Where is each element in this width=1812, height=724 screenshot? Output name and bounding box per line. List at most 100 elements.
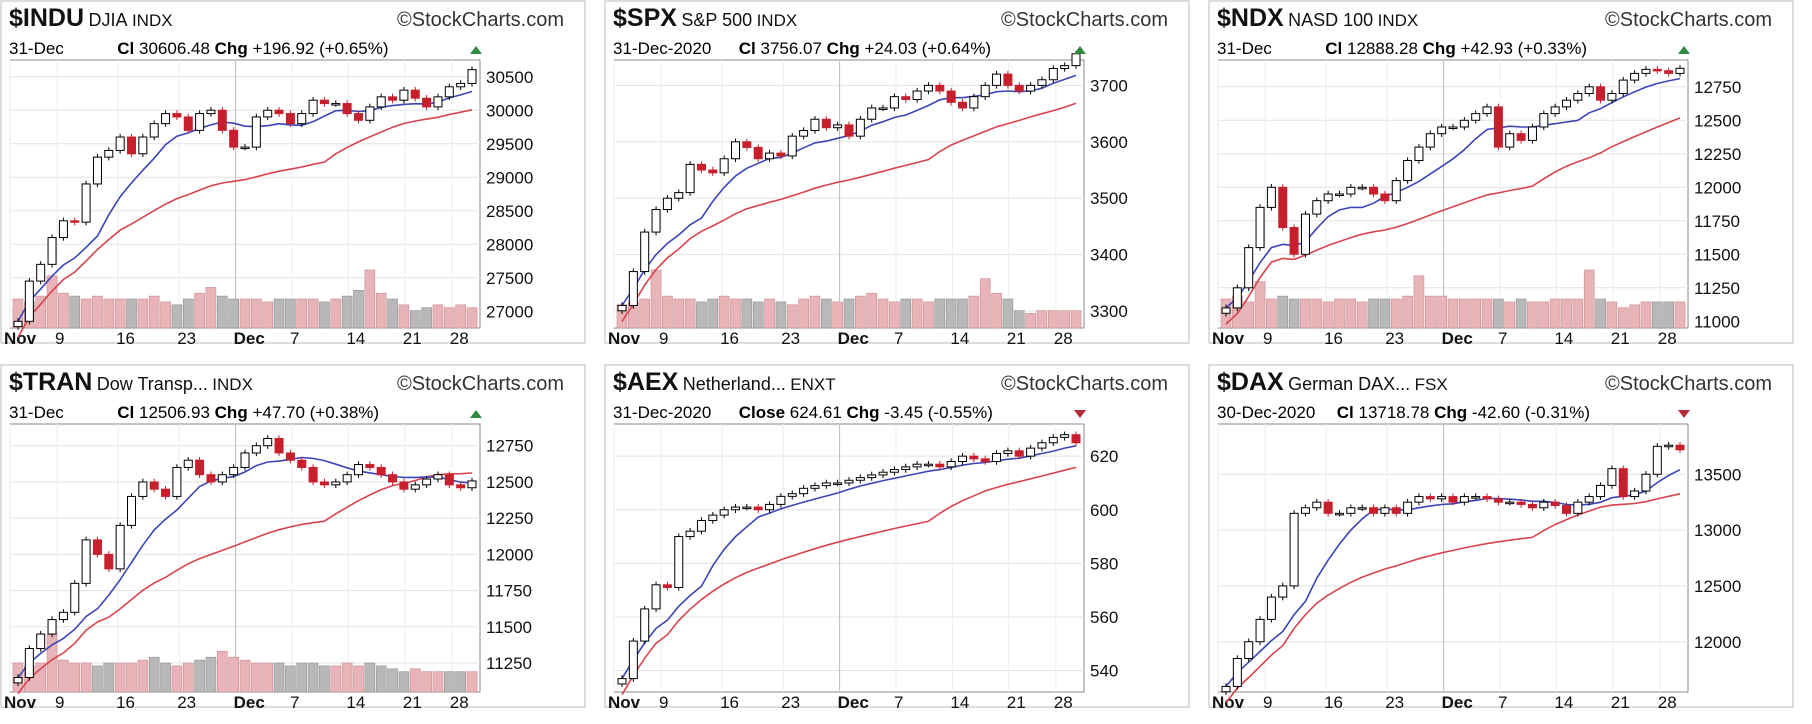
- candle-body: [901, 96, 911, 100]
- x-tick-label: 9: [55, 693, 64, 708]
- y-tick-label: 3300: [1090, 302, 1128, 321]
- chart-svg: 27000 27500 28000 28500 29000 29500 30000 30500…: [0, 0, 586, 344]
- ma-long-line: [621, 466, 1077, 696]
- candle-body: [183, 116, 193, 131]
- candle-body: [433, 96, 443, 108]
- candle-body: [674, 192, 684, 199]
- candle-body: [1323, 501, 1333, 514]
- candle-body: [229, 129, 239, 148]
- volume-bar: [1266, 298, 1277, 329]
- candle-body: [821, 482, 831, 487]
- exchange: FSX: [1414, 375, 1448, 394]
- y-tick-label: 29500: [486, 135, 533, 154]
- candle-body: [410, 484, 420, 490]
- volume-bar: [137, 298, 149, 329]
- x-tick-label: Nov: [1212, 329, 1245, 344]
- y-tick-label: 12750: [486, 437, 533, 456]
- volume-bar: [1311, 298, 1323, 329]
- y-tick-label: 12750: [1694, 78, 1741, 97]
- volume-bar: [375, 292, 387, 329]
- x-tick-label: 23: [1385, 693, 1404, 708]
- copyright-icon: ©: [396, 373, 412, 395]
- candle-body: [1562, 505, 1571, 514]
- candle-body: [810, 485, 820, 489]
- candle-body: [456, 82, 466, 88]
- candle-body: [1641, 473, 1651, 492]
- up-arrow-icon: [1074, 46, 1086, 54]
- stockcharts-brand[interactable]: ©StockCharts.com: [396, 373, 564, 395]
- candle-body: [24, 280, 34, 322]
- candle-body: [1048, 67, 1058, 81]
- volume-bar: [296, 662, 308, 693]
- candle-body: [217, 474, 227, 483]
- candle-body: [1562, 99, 1571, 108]
- volume-bar: [1651, 301, 1663, 329]
- candle-body: [1071, 434, 1081, 444]
- candle-body: [731, 141, 740, 160]
- y-tick-label: 30000: [486, 101, 533, 120]
- candle-body: [844, 479, 854, 484]
- volume-bar: [387, 298, 398, 329]
- y-tick-label: 11750: [486, 582, 532, 601]
- candle-body: [1391, 507, 1401, 514]
- candle-body: [640, 231, 650, 273]
- volume-bar: [752, 301, 764, 329]
- ma-long-line: [17, 472, 473, 695]
- candle-body: [765, 152, 775, 160]
- candle-body: [1335, 193, 1344, 196]
- candle-body: [810, 118, 820, 132]
- candle-body: [365, 464, 375, 468]
- volume-bar: [421, 671, 432, 693]
- candle-body: [342, 474, 352, 483]
- x-tick-label: Nov: [608, 329, 641, 344]
- candle-body: [274, 109, 284, 115]
- ma-long-line: [17, 109, 473, 338]
- y-tick-label: 30500: [486, 68, 533, 87]
- candle-body: [640, 608, 650, 642]
- y-tick-label: 3400: [1090, 246, 1128, 265]
- volume-bar: [832, 301, 843, 329]
- quote-row: 31-Dec Cl 12888.28 Chg +42.93 (+0.33%): [1217, 39, 1587, 59]
- y-tick-label: 3600: [1090, 133, 1128, 152]
- up-arrow-icon: [470, 410, 482, 418]
- x-tick-label: 14: [346, 693, 365, 708]
- candle-body: [58, 611, 68, 621]
- candle-body: [651, 584, 661, 610]
- volume-bar: [1538, 301, 1550, 329]
- stockcharts-brand[interactable]: ©StockCharts.com: [1000, 373, 1168, 395]
- candle-body: [1357, 507, 1367, 510]
- candle-body: [47, 619, 57, 635]
- panel-border: [604, 0, 1190, 344]
- candle-body: [331, 481, 341, 486]
- stockcharts-brand[interactable]: ©StockCharts.com: [1604, 9, 1772, 31]
- stockcharts-brand[interactable]: ©StockCharts.com: [1000, 9, 1168, 31]
- exchange: INDX: [131, 11, 173, 30]
- stockcharts-brand[interactable]: ©StockCharts.com: [1604, 373, 1772, 395]
- stockcharts-brand[interactable]: ©StockCharts.com: [396, 9, 564, 31]
- candle-body: [1641, 68, 1651, 74]
- panel-border: [1208, 0, 1794, 344]
- chart-panel-spx: 3300 3400 3500 3600 3700 Nov 9 16 23 Dec 7 14 21 28 $…: [604, 0, 1190, 344]
- volume-bar: [217, 295, 228, 329]
- change-value: -3.45 (-0.55%): [884, 403, 993, 422]
- volume-bar: [387, 668, 398, 693]
- volume-bar: [443, 671, 455, 693]
- volume-bar: [889, 301, 900, 329]
- copyright-icon: ©: [396, 9, 412, 31]
- change-value: +47.70 (+0.38%): [252, 403, 380, 422]
- candle-body: [1596, 86, 1606, 101]
- candle-body: [1459, 119, 1469, 128]
- candle-body: [1437, 496, 1447, 500]
- chart-svg: 3300 3400 3500 3600 3700 Nov 9 16 23 Dec 7 14 21 28: [604, 0, 1190, 344]
- panel-border: [1208, 364, 1794, 708]
- candle-body: [1584, 496, 1594, 503]
- candle-body: [1369, 186, 1379, 195]
- volume-bar: [273, 662, 285, 693]
- volume-bar: [877, 298, 889, 329]
- volume-bar: [409, 668, 421, 693]
- y-tick-label: 11250: [1694, 279, 1740, 298]
- volume-bar: [137, 659, 149, 693]
- symbol: $INDU: [9, 4, 85, 32]
- volume-bar: [957, 298, 968, 329]
